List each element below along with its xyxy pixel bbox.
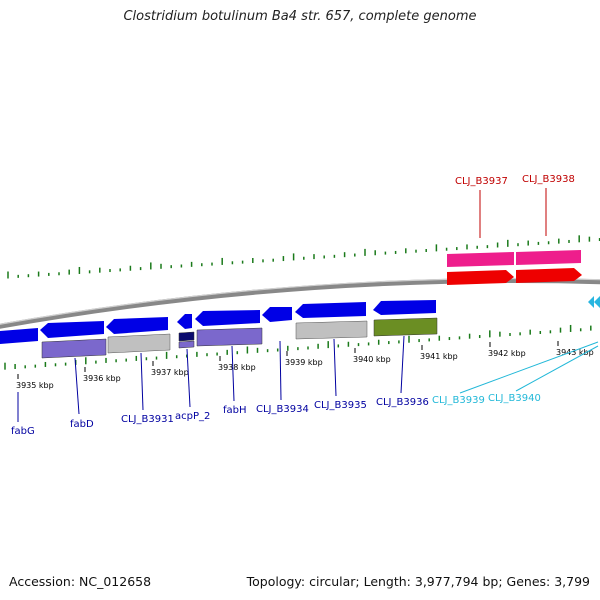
cds-bar-acpP_2-dark[interactable] — [178, 331, 195, 342]
gene-label-leader — [515, 345, 599, 392]
gene-label-leader — [231, 345, 235, 402]
gene-label-CLJ_B3931[interactable]: CLJ_B3931 — [121, 414, 174, 425]
gene-arrow-fabH[interactable] — [195, 310, 260, 326]
kbp-label: 3935 kbp — [16, 381, 54, 390]
gene-label-CLJ_B3940[interactable]: CLJ_B3940 — [488, 393, 541, 404]
reverse-gene-track — [0, 300, 436, 344]
gene-label-leader — [400, 335, 405, 394]
gene-label-fabG[interactable]: fabG — [11, 426, 35, 437]
gene-arrow-CLJ_B3938[interactable] — [516, 268, 582, 283]
accession-text: Accession: NC_012658 — [9, 574, 152, 589]
kbp-label: 3940 kbp — [353, 355, 391, 364]
gene-arrow-CLJ_B3936[interactable] — [373, 300, 436, 315]
kbp-label: 3937 kbp — [151, 368, 189, 377]
topology-text: Topology: circular; Length: 3,977,794 bp… — [246, 574, 590, 589]
kbp-label: 3942 kbp — [488, 349, 526, 358]
gene-arrow-CLJ_B3935[interactable] — [295, 302, 366, 318]
gene-label-leader — [186, 348, 191, 408]
gene-arrow-fabD[interactable] — [40, 321, 104, 338]
kbp-label: 3936 kbp — [83, 374, 121, 383]
map-title: Clostridium botulinum Ba4 str. 657, comp… — [123, 9, 477, 24]
gene-label-CLJ_B3937[interactable]: CLJ_B3937 — [455, 176, 508, 187]
gene-arrow-CLJ_B3934[interactable] — [262, 307, 292, 322]
kbp-label: 3938 kbp — [218, 363, 256, 372]
kbp-label: 3939 kbp — [285, 358, 323, 367]
cds-bar-acpP_2[interactable] — [178, 340, 195, 349]
gene-arrow-CLJ_B3931[interactable] — [106, 317, 168, 334]
gene-arrow-CLJ_B3937[interactable] — [447, 270, 514, 285]
kbp-label: 3943 kbp — [556, 348, 594, 357]
cds-bar-CLJ_B3936[interactable] — [373, 317, 438, 337]
cyan-arrow-1[interactable] — [588, 296, 594, 308]
gene-labels: fabG fabD CLJ_B3931 acpP_2 fabH CLJ_B3934 CLJ_… — [11, 174, 599, 437]
gene-arrow-fabG[interactable] — [0, 328, 38, 344]
gene-label-CLJ_B3934[interactable]: CLJ_B3934 — [256, 404, 309, 415]
gene-arrow-CLJ_B3937-pink[interactable] — [447, 252, 514, 267]
genome-backbone-highlight — [0, 277, 600, 325]
gene-arrow-CLJ_B3938-pink[interactable] — [516, 250, 581, 265]
gene-label-leader — [140, 352, 144, 411]
gene-label-fabD[interactable]: fabD — [70, 419, 94, 430]
inner-gc-ticks — [4, 324, 592, 370]
kbp-scale: 3935 kbp 3936 kbp 3937 kbp 3938 kbp 3939 kbp… — [16, 341, 594, 390]
gene-label-CLJ_B3936[interactable]: CLJ_B3936 — [376, 397, 429, 408]
gene-label-leader — [333, 338, 337, 397]
cds-bar-CLJ_B3935[interactable] — [295, 320, 368, 340]
cds-bar-CLJ_B3931[interactable] — [107, 333, 171, 354]
gene-label-leader — [459, 341, 599, 394]
cyan-arrow-2[interactable] — [594, 296, 600, 308]
cyan-gene-arrows — [588, 296, 600, 308]
kbp-label: 3941 kbp — [420, 352, 458, 361]
cds-track — [41, 317, 438, 359]
cds-bar-fabD[interactable] — [41, 338, 107, 359]
gene-label-fabH[interactable]: fabH — [223, 405, 247, 416]
forward-gene-track — [447, 250, 582, 285]
gene-label-CLJ_B3939[interactable]: CLJ_B3939 — [432, 395, 485, 406]
gene-arrow-acpP_2[interactable] — [177, 314, 192, 329]
gene-label-leader — [74, 357, 80, 415]
gene-label-CLJ_B3935[interactable]: CLJ_B3935 — [314, 400, 367, 411]
gene-label-CLJ_B3938[interactable]: CLJ_B3938 — [522, 174, 575, 185]
gene-label-acpP_2[interactable]: acpP_2 — [175, 411, 210, 422]
genome-backbone — [0, 277, 600, 329]
cds-bar-fabH[interactable] — [196, 327, 263, 347]
gene-label-leader — [279, 340, 282, 401]
